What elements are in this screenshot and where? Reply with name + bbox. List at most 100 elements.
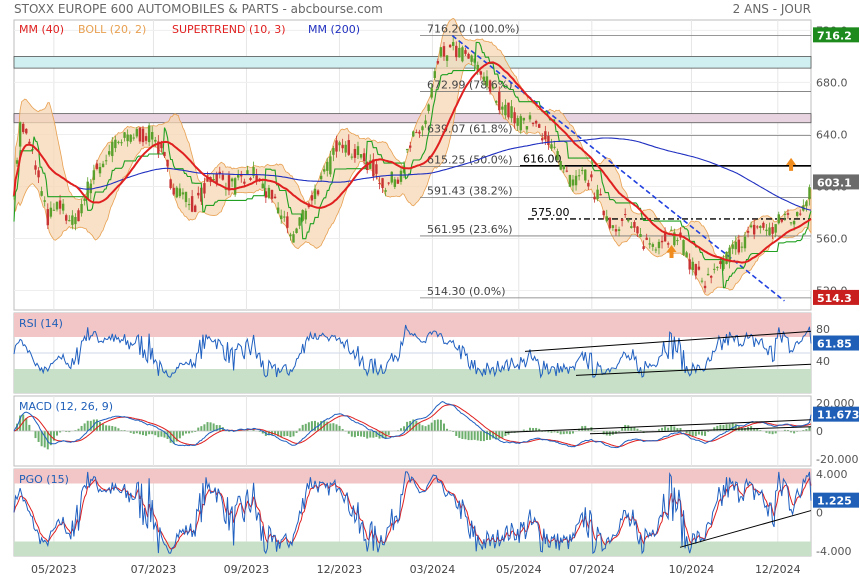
macd-title: MACD (12, 26, 9) [19,400,113,413]
candle-body [163,152,166,157]
candle-body [329,156,332,175]
candle-body [510,106,513,119]
candle-body [451,42,455,46]
candle-body [270,189,274,199]
candle-body [240,173,243,177]
candle-body [58,200,62,209]
rsi-panel: RSI (14) [13,313,812,393]
candle-body [494,101,498,103]
candle-body [627,220,630,222]
candle-body [430,88,433,98]
candle-body [694,264,698,276]
candle-body [743,236,747,249]
candle-body [719,261,722,265]
candle-body [752,224,756,235]
candle-body [676,240,679,242]
candle-body [326,161,329,171]
candle-body [276,207,280,214]
candle-body [467,53,470,59]
candle-body [706,273,710,276]
x-tick-label: 07/2023 [131,563,177,576]
candle-body [547,135,550,145]
candle-body [593,196,596,200]
chart-period: 2 ANS - JOUR [733,2,811,16]
pgo-y-tick-label: -4.000 [816,545,851,558]
candle-body [534,120,538,124]
candle-body [141,128,145,143]
candle-body [771,226,774,234]
x-tick-label: 12/2023 [317,563,363,576]
price-value-tag-label: 514.3 [817,292,852,305]
price-value-tag [813,174,859,190]
candle-body [470,55,473,62]
rsi-value-tag-label: 61.85 [817,338,852,351]
candle-body [565,170,569,172]
x-tick-label: 07/2024 [569,563,615,576]
price-y-tick-label: 640.0 [816,128,848,141]
candle-body [568,174,572,187]
rsi-band [14,369,811,393]
price-zone [13,56,812,69]
candle-body [381,178,384,189]
candle-body [491,87,495,89]
candle-body [289,234,292,237]
fibonacci-label: 716.20 (100.0%) [427,22,520,35]
candle-body [504,104,507,116]
candle-body [605,216,608,222]
candle-body [267,187,271,198]
candle-body [89,183,92,194]
candle-body [482,76,486,82]
candle-body [789,222,793,224]
mm40-line [13,61,812,264]
candle-body [531,123,535,125]
candle-body [22,123,25,133]
candle-body [792,220,796,225]
pgo-line [13,471,812,555]
candle-body [442,46,446,57]
pgo-band [14,541,811,556]
candle-body [673,232,676,246]
pgo-y-tick-label: 4.000 [816,468,848,481]
candle-body [799,213,802,215]
candle-body [765,229,768,232]
candle-body [685,252,688,258]
candle-body [651,244,655,247]
candle-body [756,226,759,228]
candle-body [350,156,354,158]
pgo-value-tag [813,492,859,508]
candle-body [55,201,59,210]
pgo-title: PGO (15) [19,473,69,486]
candle-body [372,159,375,177]
candle-body [553,146,556,148]
candle-body [501,106,504,110]
pgo-y-tick-label: 0 [816,507,823,520]
candle-body [461,47,464,62]
candle-body [562,165,565,170]
candle-body [577,175,581,177]
rsi-y-tick-label: 80 [816,323,830,336]
candle-body [590,174,593,178]
candle-body [71,215,74,225]
candle-body [427,104,430,112]
x-tick-label: 05/2023 [31,563,77,576]
candle-body [12,195,16,197]
candle-body [18,122,22,147]
candle-body [301,210,304,221]
candle-body [525,126,529,130]
candle-body [237,174,240,178]
candle-body [359,154,363,158]
candle-body [224,188,228,190]
x-tick-label: 05/2024 [496,563,542,576]
candle-body [129,134,132,142]
candle-body [332,148,335,155]
candle-body [786,213,790,215]
x-tick-label: 09/2023 [224,563,270,576]
candle-body [178,188,182,197]
candle-body [304,210,307,220]
price-value-tag-label: 716.2 [817,29,852,42]
price-value-tag [813,289,859,305]
candle-body [639,234,642,237]
candle-body [498,91,501,111]
candle-body [221,174,225,180]
rsi-trendline-lower [575,363,812,376]
